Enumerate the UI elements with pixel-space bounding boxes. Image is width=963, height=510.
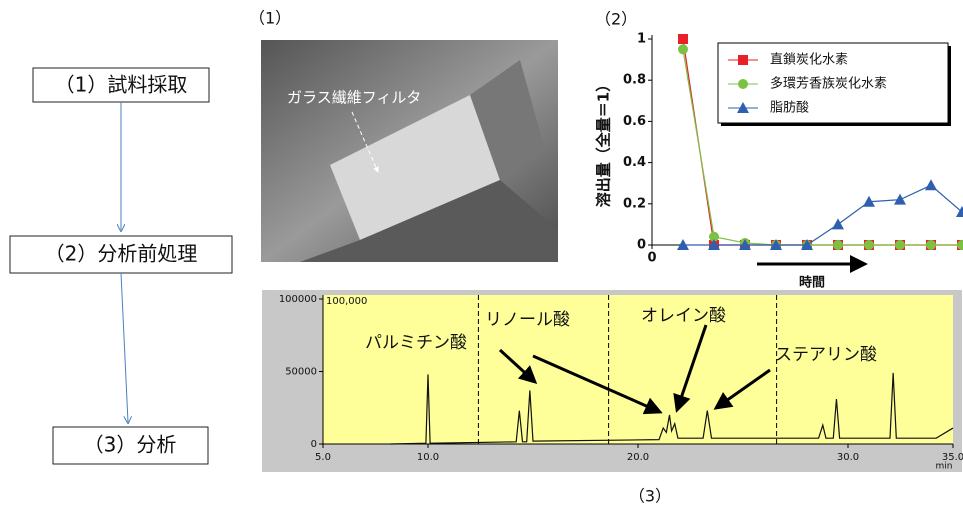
- marker: [678, 44, 688, 54]
- y-tick-label: 0.8: [623, 73, 646, 88]
- marker: [895, 240, 905, 250]
- scale-label: 100,000: [326, 296, 367, 307]
- photo-caption: ガラス繊維フィルタ: [287, 89, 421, 107]
- marker: [833, 240, 843, 250]
- flow-step: （2）分析前処理: [45, 242, 198, 266]
- y-tick-label: 0.6: [623, 114, 646, 129]
- marker: [926, 240, 936, 250]
- annotation: ステアリン酸: [775, 345, 877, 365]
- annotation: オレイン酸: [641, 306, 726, 326]
- figure-label: （3）: [629, 487, 671, 506]
- x-axis-label: 時間: [799, 275, 825, 291]
- photo: （1） ガラス繊維フィルタ: [249, 9, 558, 263]
- photo-label: （1）: [249, 9, 291, 28]
- flow-step: （1）試料採取: [55, 73, 188, 97]
- legend-marker: [738, 79, 748, 89]
- legend-marker: [738, 55, 748, 65]
- legend-label: 直鎖炭化水素: [770, 52, 848, 68]
- flow: （1）試料採取 （2）分析前処理 （3）分析: [10, 68, 232, 464]
- x-tick-label: 20.0: [627, 452, 649, 463]
- y-tick-label: 1: [637, 32, 646, 47]
- x-tick-label: 10.0: [417, 452, 439, 463]
- y-tick-label: 100000: [279, 294, 317, 305]
- legend-label: 多環芳香族炭化水素: [770, 76, 887, 92]
- marker: [894, 194, 906, 205]
- series-line: [683, 185, 962, 245]
- figure: （1）試料採取 （2）分析前処理 （3）分析 （1） ガラス繊維フィルタ （3）…: [0, 0, 963, 510]
- flow-arrow: [121, 273, 128, 422]
- y-tick-label: 0: [637, 238, 646, 253]
- annotation: パルミチン酸: [365, 333, 467, 353]
- legend-label: 脂肪酸: [770, 100, 809, 116]
- plot-background: [323, 295, 953, 444]
- x-axis-label: min: [936, 462, 953, 472]
- marker: [864, 240, 874, 250]
- x-tick-label: 5.0: [315, 452, 331, 463]
- elution-chart: （2） 0 0.2 0.4 0.6 0.8 1 0 溶出量（全量＝1） 時間 直鎖炭化水素多環芳香族…: [595, 10, 963, 291]
- y-tick-label: 0.4: [623, 155, 646, 170]
- y-axis-label: 溶出量（全量＝1）: [595, 77, 613, 207]
- x-tick-label: 0: [647, 251, 656, 266]
- marker: [832, 218, 844, 229]
- x-tick-label: 30.0: [837, 452, 859, 463]
- y-tick-label: 0: [311, 439, 317, 450]
- y-tick-label: 0.2: [623, 196, 646, 211]
- annotation: リノール酸: [485, 310, 570, 330]
- marker: [678, 34, 688, 44]
- marker: [925, 179, 937, 190]
- panel-label: （2）: [595, 10, 637, 29]
- flow-step: （3）分析: [84, 433, 177, 457]
- y-tick-label: 50000: [285, 367, 317, 378]
